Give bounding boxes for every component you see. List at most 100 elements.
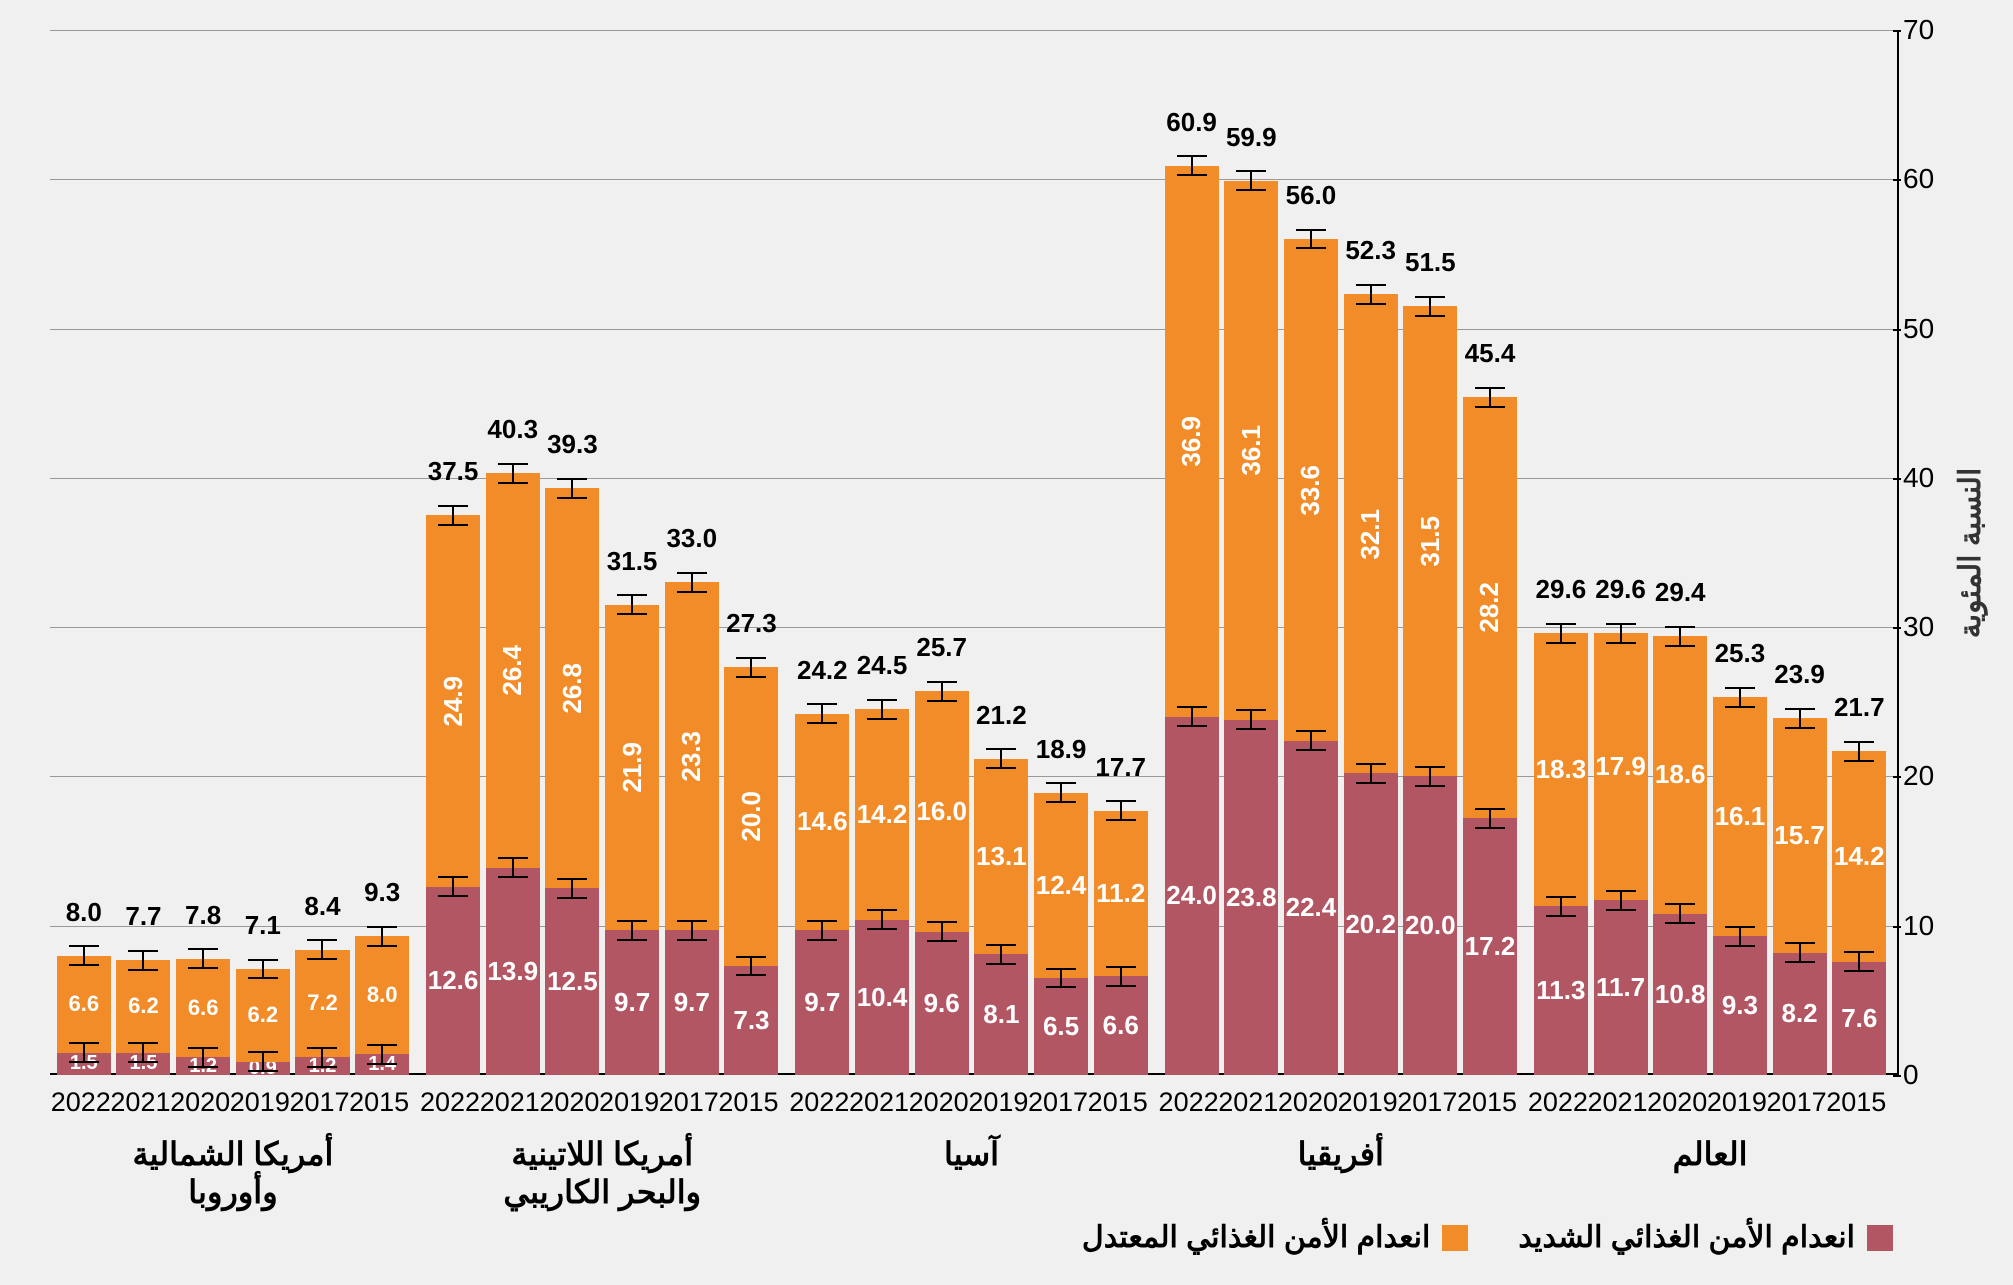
bar: 22.433.656.0 [1284, 239, 1338, 1075]
bar-segment-severe: 9.7 [605, 930, 659, 1075]
bar-segment-moderate: 36.9 [1165, 166, 1219, 717]
bar-value-moderate: 15.7 [1774, 820, 1825, 851]
bar-total-label: 25.3 [1713, 638, 1767, 669]
bar-value-moderate: 18.6 [1655, 759, 1706, 790]
bar-value-severe: 7.6 [1841, 1003, 1877, 1034]
bar-value-moderate: 36.1 [1236, 425, 1267, 476]
bar-segment-severe: 23.8 [1224, 720, 1278, 1075]
bar-value-severe: 8.1 [983, 999, 1019, 1030]
bar-value-moderate: 7.2 [307, 990, 338, 1016]
bar-value-moderate: 14.2 [1834, 841, 1885, 872]
bar-value-severe: 1.5 [130, 1052, 158, 1075]
bar-total-label: 21.2 [974, 700, 1028, 731]
bar-segment-severe: 1.2 [295, 1057, 349, 1075]
bar: 1.26.67.8 [176, 959, 230, 1075]
bar: 9.316.125.3 [1713, 697, 1767, 1075]
x-tick-year: 2017 [665, 1087, 719, 1118]
legend-swatch-moderate [1442, 1225, 1468, 1251]
x-tick-year: 2019 [236, 1087, 290, 1118]
bar-value-severe: 9.3 [1722, 990, 1758, 1021]
bar-value-severe: 9.6 [924, 988, 960, 1019]
bar-segment-severe: 20.0 [1403, 776, 1457, 1075]
bar-value-moderate: 31.5 [1415, 516, 1446, 567]
y-tick-label: 60 [1903, 163, 1948, 195]
x-tick-year: 2020 [176, 1087, 230, 1118]
bar-segment-severe: 9.6 [915, 932, 969, 1075]
bar-segment-moderate: 14.2 [1832, 751, 1886, 961]
bar-value-moderate: 8.0 [367, 982, 398, 1008]
bar-total-label: 29.6 [1594, 574, 1648, 605]
bar-value-severe: 9.7 [804, 987, 840, 1018]
x-tick-year: 2019 [974, 1087, 1028, 1118]
bar-value-severe: 9.7 [674, 987, 710, 1018]
bar-segment-moderate: 12.4 [1034, 793, 1088, 978]
plot-area: النسبة المئوية 010203040506070 20157.614… [50, 30, 1893, 1075]
bar-segment-severe: 9.7 [665, 930, 719, 1075]
bar-value-moderate: 33.6 [1295, 465, 1326, 516]
y-tick-label: 70 [1903, 14, 1948, 46]
bar-value-severe: 13.9 [487, 956, 538, 987]
chart-container: النسبة المئوية 010203040506070 20157.614… [0, 10, 2003, 1275]
y-axis-title: النسبة المئوية [1953, 467, 1988, 638]
bar-value-moderate: 16.1 [1715, 801, 1766, 832]
bar-value-severe: 20.2 [1345, 909, 1396, 940]
bar-value-moderate: 18.3 [1536, 754, 1587, 785]
bar: 8.113.121.2 [974, 759, 1028, 1075]
bar: 1.56.27.7 [116, 960, 170, 1075]
x-tick-year: 2021 [486, 1087, 540, 1118]
bar: 11.717.929.6 [1594, 633, 1648, 1075]
bar-value-moderate: 14.2 [857, 799, 908, 830]
x-tick-year: 2019 [1713, 1087, 1767, 1118]
bar-value-severe: 17.2 [1465, 931, 1516, 962]
bar-value-moderate: 26.8 [557, 663, 588, 714]
x-tick-year: 2022 [426, 1087, 480, 1118]
bar-value-moderate: 14.6 [797, 806, 848, 837]
bar-total-label: 31.5 [605, 546, 659, 577]
bar-value-moderate: 36.9 [1176, 416, 1207, 467]
bar-segment-moderate: 16.0 [915, 691, 969, 931]
bar-segment-severe: 10.8 [1653, 914, 1707, 1075]
bar-value-severe: 10.8 [1655, 979, 1706, 1010]
bar-value-severe: 20.0 [1405, 910, 1456, 941]
bar-total-label: 40.3 [486, 414, 540, 445]
bar-total-label: 9.3 [355, 877, 409, 908]
bar: 23.836.159.9 [1224, 181, 1278, 1075]
bar-value-severe: 9.7 [614, 987, 650, 1018]
bar-total-label: 29.4 [1653, 577, 1707, 608]
x-tick-year: 2021 [855, 1087, 909, 1118]
bar-total-label: 56.0 [1284, 180, 1338, 211]
x-tick-year: 2015 [355, 1087, 409, 1118]
bar-value-severe: 1.4 [368, 1053, 396, 1076]
bar-segment-moderate: 36.1 [1224, 181, 1278, 720]
bar: 12.624.937.5 [426, 515, 480, 1075]
bar-segment-severe: 11.3 [1534, 906, 1588, 1075]
bar-total-label: 7.1 [236, 910, 290, 941]
region-label: العالم [1534, 1135, 1886, 1173]
bar-total-label: 18.9 [1034, 734, 1088, 765]
bar-total-label: 24.5 [855, 650, 909, 681]
bar-value-severe: 8.2 [1782, 998, 1818, 1029]
x-tick-year: 2022 [1534, 1087, 1588, 1118]
y-tick-label: 30 [1903, 611, 1948, 643]
bar-value-severe: 6.6 [1103, 1010, 1139, 1041]
bar: 12.526.839.3 [545, 488, 599, 1075]
bar-segment-moderate: 16.1 [1713, 697, 1767, 936]
bar: 10.818.629.4 [1653, 636, 1707, 1075]
bar-segment-moderate: 20.0 [724, 667, 778, 966]
bar-segment-moderate: 17.9 [1594, 633, 1648, 900]
region-label: آسيا [795, 1135, 1147, 1173]
bar-segment-moderate: 28.2 [1463, 397, 1517, 818]
legend-moderate: انعدام الأمن الغذائي المعتدل [1082, 1220, 1468, 1255]
bar-segment-moderate: 31.5 [1403, 306, 1457, 776]
bar-segment-severe: 10.4 [855, 920, 909, 1075]
bar-value-severe: 23.8 [1226, 882, 1277, 913]
bar-segment-severe: 6.5 [1034, 978, 1088, 1075]
bar-total-label: 27.3 [724, 608, 778, 639]
y-tick-label: 10 [1903, 910, 1948, 942]
bar-segment-severe: 0.9 [236, 1062, 290, 1075]
bar-value-moderate: 11.2 [1096, 878, 1145, 909]
bar: 1.48.09.3 [355, 936, 409, 1075]
bar-value-moderate: 26.4 [497, 645, 528, 696]
bar-segment-moderate: 8.0 [355, 936, 409, 1054]
bar-value-severe: 11.7 [1596, 972, 1645, 1003]
